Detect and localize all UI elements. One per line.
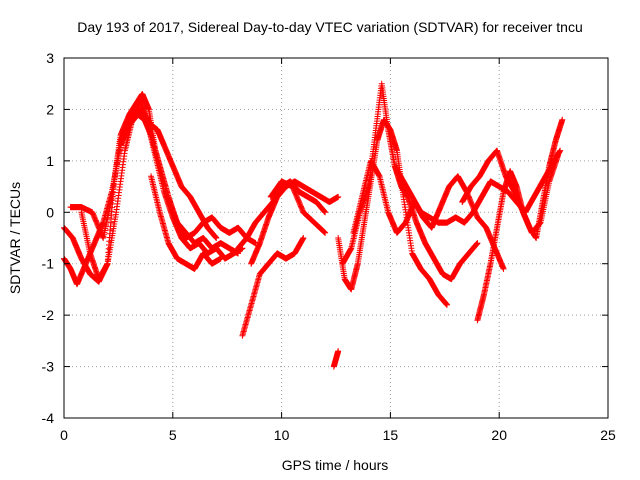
y-tick-label: -3 (42, 359, 55, 375)
y-tick-label: -1 (42, 256, 55, 272)
data-points (61, 80, 566, 370)
chart-title: Day 193 of 2017, Sidereal Day-to-day VTE… (77, 19, 583, 35)
x-tick-label: 0 (60, 427, 68, 443)
y-tick-label: 0 (46, 204, 54, 220)
y-tick-label: 1 (46, 153, 54, 169)
x-tick-label: 20 (491, 427, 507, 443)
y-axis-label: SDTVAR / TECUs (7, 182, 23, 294)
x-tick-label: 5 (169, 427, 177, 443)
x-tick-label: 10 (274, 427, 290, 443)
y-tick-label: 3 (46, 50, 54, 66)
y-tick-label: -4 (42, 410, 55, 426)
data-point (213, 235, 220, 241)
data-point (235, 250, 242, 257)
x-axis-label: GPS time / hours (282, 457, 389, 473)
grid-lines (64, 58, 608, 418)
y-tick-label: -2 (42, 307, 55, 323)
x-tick-label: 25 (600, 427, 616, 443)
x-tick-label: 15 (383, 427, 399, 443)
y-tick-label: 2 (46, 101, 54, 117)
